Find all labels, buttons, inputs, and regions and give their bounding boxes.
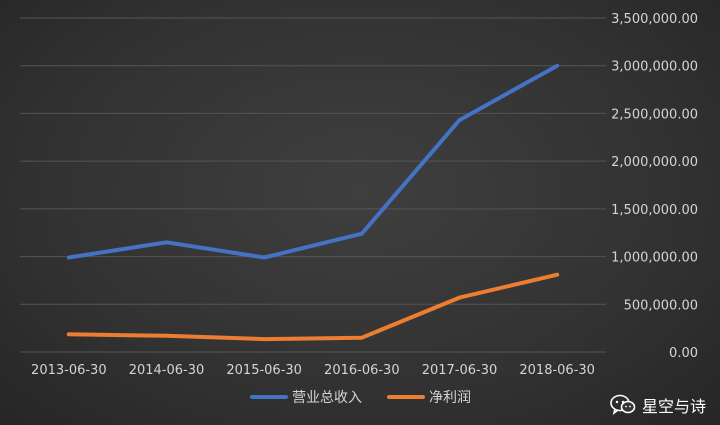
watermark-text: 星空与诗 [641, 397, 706, 416]
y-tick-label: 0.00 [669, 346, 698, 361]
y-tick-label: 3,000,000.00 [611, 60, 698, 75]
wechat-icon [610, 394, 636, 415]
x-tick-label: 2018-06-30 [519, 363, 595, 378]
x-tick-label: 2014-06-30 [129, 363, 205, 378]
y-tick-label: 3,500,000.00 [611, 12, 698, 27]
y-tick-label: 2,500,000.00 [611, 107, 698, 122]
y-tick-label: 500,000.00 [624, 298, 698, 313]
series-lines [66, 63, 560, 342]
x-axis-tick-labels: 2013-06-30 2014-06-30 2015-06-30 2016-06-30… [31, 363, 595, 378]
watermark: 星空与诗 [610, 393, 706, 417]
legend-label-1: 净利润 [429, 390, 471, 406]
x-tick-label: 2013-06-30 [31, 363, 107, 378]
x-tick-label: 2016-06-30 [324, 363, 400, 378]
y-tick-label: 1,500,000.00 [611, 203, 698, 218]
y-axis-tick-labels: 0.00 500,000.00 1,000,000.00 1,500,000.00 2,… [611, 12, 698, 361]
x-tick-label: 2017-06-30 [422, 363, 498, 378]
legend: 营业总收入 净利润 [250, 390, 471, 406]
x-tick-label: 2015-06-30 [226, 363, 302, 378]
gridlines [20, 17, 606, 353]
series-line-1 [66, 272, 560, 342]
legend-label-0: 营业总收入 [292, 390, 362, 406]
y-tick-label: 1,000,000.00 [611, 251, 698, 266]
series-line-0 [66, 63, 560, 260]
y-tick-label: 2,000,000.00 [611, 155, 698, 170]
